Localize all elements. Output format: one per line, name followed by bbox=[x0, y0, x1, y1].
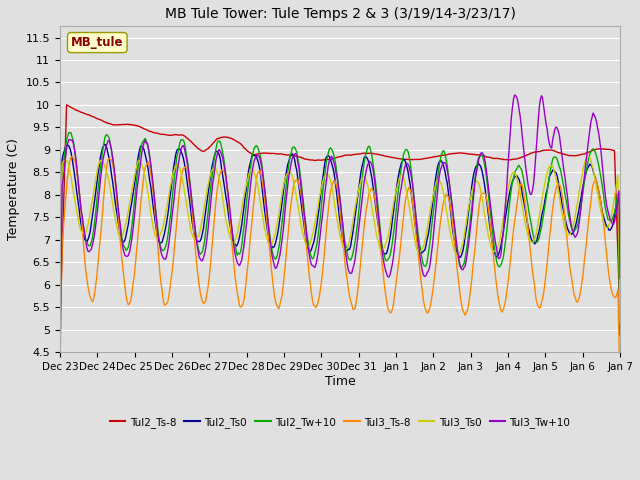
Tul2_Ts-8 bbox=[516, 155, 524, 161]
Tul3_Ts0 bbox=[616, 320, 624, 325]
Tul3_Ts0 bbox=[584, 153, 591, 158]
Tul3_Ts-8 bbox=[326, 189, 334, 194]
Tul3_Ts0 bbox=[56, 319, 64, 325]
Tul2_Ts-8 bbox=[390, 155, 398, 161]
Tul3_Tw+10 bbox=[56, 372, 64, 378]
Tul2_Tw+10 bbox=[604, 216, 612, 222]
Tul3_Ts-8 bbox=[616, 390, 624, 396]
Line: Tul2_Ts0: Tul2_Ts0 bbox=[60, 144, 620, 335]
Line: Tul2_Tw+10: Tul2_Tw+10 bbox=[60, 132, 620, 336]
Tul2_Ts0 bbox=[390, 201, 398, 206]
Tul3_Tw+10 bbox=[326, 157, 333, 163]
Tul2_Ts0 bbox=[516, 180, 524, 186]
Tul2_Ts0 bbox=[101, 142, 109, 147]
Tul2_Ts-8 bbox=[323, 156, 331, 162]
Tul3_Tw+10 bbox=[604, 207, 612, 213]
Tul2_Tw+10 bbox=[323, 155, 331, 161]
Tul3_Tw+10 bbox=[511, 92, 518, 98]
Tul3_Ts-8 bbox=[516, 182, 524, 188]
Tul3_Tw+10 bbox=[322, 181, 330, 187]
X-axis label: Time: Time bbox=[324, 375, 355, 388]
Tul2_Ts-8 bbox=[56, 326, 64, 332]
Line: Tul3_Ts-8: Tul3_Ts-8 bbox=[60, 156, 620, 393]
Tul2_Ts0 bbox=[616, 332, 624, 337]
Tul3_Ts0 bbox=[604, 225, 612, 230]
Tul3_Ts-8 bbox=[68, 154, 76, 159]
Tul2_Tw+10 bbox=[616, 333, 624, 338]
Tul2_Tw+10 bbox=[360, 160, 368, 166]
Line: Tul3_Ts0: Tul3_Ts0 bbox=[60, 156, 620, 323]
Tul2_Ts-8 bbox=[616, 317, 624, 323]
Tul3_Ts-8 bbox=[390, 293, 398, 299]
Tul2_Ts0 bbox=[604, 224, 612, 230]
Tul2_Ts0 bbox=[326, 156, 334, 162]
Tul3_Ts-8 bbox=[604, 263, 612, 268]
Tul2_Tw+10 bbox=[516, 165, 524, 170]
Tul3_Ts0 bbox=[326, 174, 333, 180]
Tul3_Tw+10 bbox=[390, 255, 397, 261]
Tul3_Ts-8 bbox=[323, 219, 331, 225]
Tul3_Ts-8 bbox=[56, 373, 64, 379]
Line: Tul3_Tw+10: Tul3_Tw+10 bbox=[60, 95, 620, 375]
Tul2_Tw+10 bbox=[326, 145, 334, 151]
Legend: Tul2_Ts-8, Tul2_Ts0, Tul2_Tw+10, Tul3_Ts-8, Tul3_Ts0, Tul3_Tw+10: Tul2_Ts-8, Tul2_Ts0, Tul2_Tw+10, Tul3_Ts… bbox=[106, 413, 574, 432]
Tul2_Ts-8 bbox=[63, 102, 70, 108]
Tul2_Ts-8 bbox=[604, 146, 612, 152]
Tul3_Ts0 bbox=[515, 184, 523, 190]
Line: Tul2_Ts-8: Tul2_Ts-8 bbox=[60, 105, 620, 329]
Tul3_Ts0 bbox=[359, 175, 367, 180]
Text: MB_tule: MB_tule bbox=[71, 36, 124, 49]
Tul2_Ts-8 bbox=[360, 150, 368, 156]
Tul3_Ts0 bbox=[390, 202, 397, 208]
Title: MB Tule Tower: Tule Temps 2 & 3 (3/19/14-3/23/17): MB Tule Tower: Tule Temps 2 & 3 (3/19/14… bbox=[164, 7, 515, 21]
Tul3_Tw+10 bbox=[359, 189, 367, 194]
Tul3_Tw+10 bbox=[516, 113, 524, 119]
Tul2_Ts0 bbox=[323, 153, 331, 159]
Tul2_Ts0 bbox=[56, 318, 64, 324]
Tul2_Ts0 bbox=[360, 155, 368, 160]
Tul2_Tw+10 bbox=[66, 130, 74, 135]
Tul2_Tw+10 bbox=[390, 223, 398, 229]
Tul3_Tw+10 bbox=[616, 276, 624, 281]
Tul3_Ts0 bbox=[322, 171, 330, 177]
Y-axis label: Temperature (C): Temperature (C) bbox=[7, 138, 20, 240]
Tul2_Ts-8 bbox=[326, 156, 334, 162]
Tul3_Ts-8 bbox=[360, 224, 368, 230]
Tul2_Tw+10 bbox=[56, 328, 64, 334]
